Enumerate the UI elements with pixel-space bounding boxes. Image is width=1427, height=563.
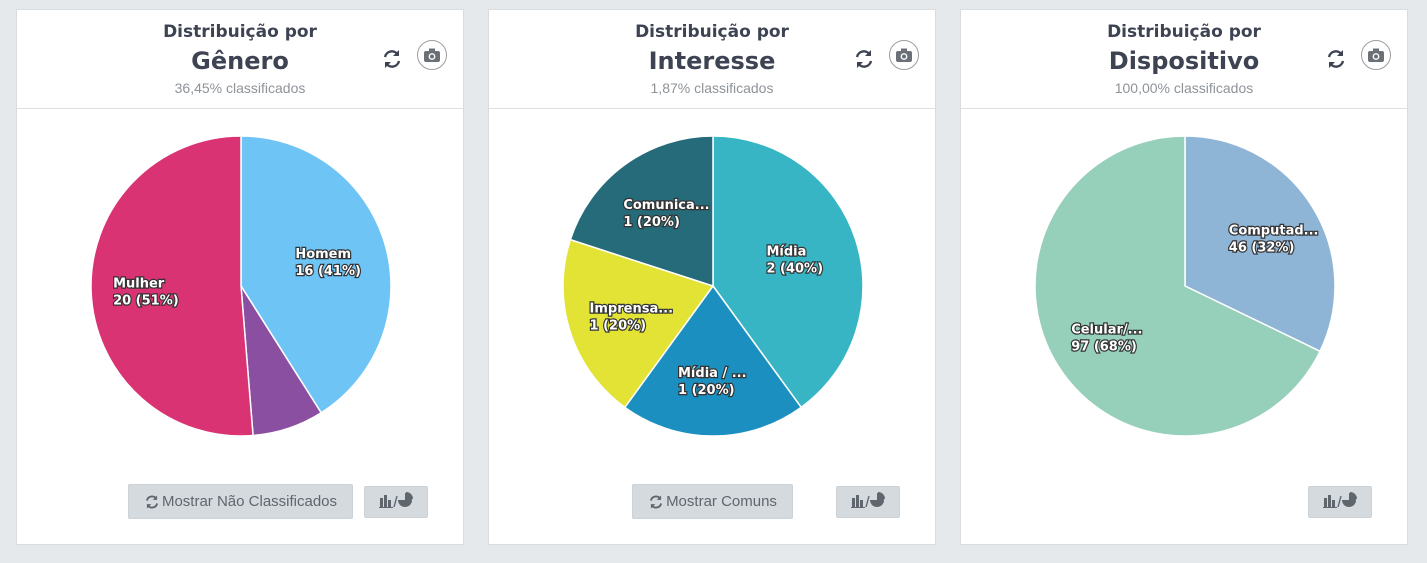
slice-label-value: 1 (20%) <box>623 215 680 230</box>
slice-label-value: 97 (68%) <box>1071 339 1137 354</box>
classified-percentage: 1,87% classificados <box>650 80 774 96</box>
slice-label-name: Celular/... <box>1071 322 1142 337</box>
slice-label-name: Homem <box>295 247 351 262</box>
button-label: Mostrar Comuns <box>666 493 777 510</box>
camera-icon[interactable] <box>1361 40 1391 70</box>
card-title: Interesse <box>648 47 776 75</box>
bar-pie-toggle-icon <box>1323 492 1357 512</box>
classified-percentage: 36,45% classificados <box>174 80 306 96</box>
card-genero: Distribuição por Gênero 36,45% classific… <box>16 9 464 545</box>
slice-label-name: Mulher <box>113 277 165 292</box>
bar-pie-toggle-button[interactable] <box>836 486 900 518</box>
camera-icon[interactable] <box>417 40 447 70</box>
refresh-icon[interactable] <box>1325 48 1347 70</box>
show-common-button[interactable]: Mostrar Comuns <box>632 484 793 519</box>
card-dispositivo: Distribuição por Dispositivo 100,00% cla… <box>960 9 1408 545</box>
slice-label-value: 2 (40%) <box>766 261 823 276</box>
slice-label-name: Computad... <box>1229 224 1319 239</box>
pie-chart-genero: Homem 16 (41%) Mulher 20 (51%) <box>90 135 392 437</box>
pie-slice[interactable] <box>562 238 715 409</box>
card-title: Gênero <box>191 47 289 75</box>
button-label: Mostrar Não Classificados <box>161 493 338 510</box>
card-header: Distribuição por Dispositivo 100,00% cla… <box>961 10 1407 109</box>
bar-pie-toggle-button[interactable] <box>1308 486 1372 518</box>
slice-label-value: 20 (51%) <box>113 294 179 309</box>
card-title-prefix: Distribuição por <box>163 22 317 42</box>
card-title: Dispositivo <box>1108 47 1260 75</box>
slice-label-name: Mídia / ... <box>678 366 747 381</box>
slice-label-name: Comunica... <box>623 198 709 213</box>
camera-icon[interactable] <box>889 40 919 70</box>
slice-label-name: Imprensa... <box>590 302 674 317</box>
refresh-icon <box>648 494 664 510</box>
slice-label-value: 1 (20%) <box>590 319 647 334</box>
bar-pie-toggle-icon <box>379 492 413 512</box>
pie-slice[interactable] <box>1034 135 1322 437</box>
card-header: Distribuição por Interesse 1,87% classif… <box>489 10 935 109</box>
slice-label-name: Mídia <box>766 244 806 259</box>
pie-slice[interactable] <box>240 135 392 414</box>
pie-slice[interactable] <box>569 135 714 288</box>
pie-chart-dispositivo: Computad... 46 (32%) Celular/... 97 (68%) <box>1034 135 1336 437</box>
card-header: Distribuição por Gênero 36,45% classific… <box>17 10 463 109</box>
slice-label-value: 1 (20%) <box>678 383 735 398</box>
bar-pie-toggle-icon <box>851 492 885 512</box>
slice-label-value: 46 (32%) <box>1229 241 1295 256</box>
refresh-icon[interactable] <box>853 48 875 70</box>
refresh-icon[interactable] <box>381 48 403 70</box>
card-title-prefix: Distribuição por <box>1107 22 1261 42</box>
pie-chart-interesse: Mídia 2 (40%) Mídia / ... 1 (20%) Imprensa..… <box>562 135 864 437</box>
card-interesse: Distribuição por Interesse 1,87% classif… <box>488 9 936 545</box>
bar-pie-toggle-button[interactable] <box>364 486 428 518</box>
classified-percentage: 100,00% classificados <box>1114 80 1254 96</box>
show-unclassified-button[interactable]: Mostrar Não Classificados <box>128 484 353 519</box>
pie-slice[interactable] <box>712 135 864 409</box>
card-title-prefix: Distribuição por <box>635 22 789 42</box>
pie-slice[interactable] <box>623 284 803 437</box>
slice-label-value: 16 (41%) <box>295 264 361 279</box>
pie-slice[interactable] <box>1184 135 1336 353</box>
refresh-icon <box>144 494 160 510</box>
pie-slice[interactable] <box>90 135 254 437</box>
